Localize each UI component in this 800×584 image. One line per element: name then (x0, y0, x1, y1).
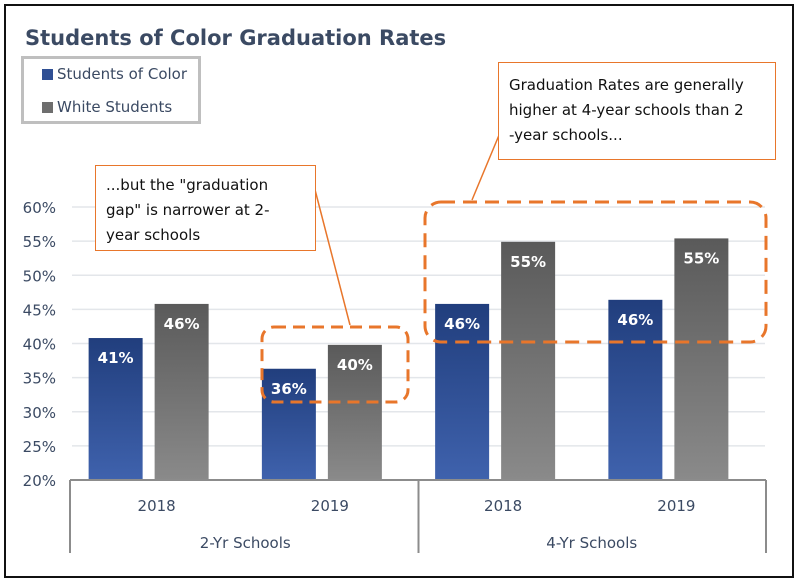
legend-item-white-students: White Students (42, 98, 172, 116)
x-tick-label: 2018 (484, 497, 522, 515)
x-tick-label: 2019 (311, 497, 349, 515)
bar-students-of-color (88, 338, 143, 480)
x-tick-label: 2018 (138, 497, 176, 515)
y-tick-label: 25% (23, 438, 56, 456)
legend-label: Students of Color (57, 65, 188, 83)
bar-white-students (327, 344, 382, 480)
data-label: 55% (510, 253, 546, 271)
bar-white-students (154, 303, 209, 480)
legend-swatch (42, 101, 53, 113)
y-tick-label: 40% (23, 336, 56, 354)
legend-swatch (42, 68, 53, 80)
x-group-label: 2-Yr Schools (200, 534, 291, 552)
y-tick-label: 20% (23, 472, 56, 490)
data-label: 46% (164, 315, 200, 333)
y-tick-label: 45% (23, 301, 56, 319)
data-label: 46% (444, 315, 480, 333)
chart-title: Students of Color Graduation Rates (25, 26, 447, 50)
highlight-box-4yr (423, 200, 768, 344)
y-tick-label: 60% (23, 199, 56, 217)
annotation-line: gap" is narrower at 2- (106, 201, 270, 219)
bar-white-students (501, 241, 556, 480)
y-tick-label: 35% (23, 370, 56, 388)
callout-leader-line (471, 127, 503, 201)
bar-students-of-color (435, 303, 490, 480)
x-tick-label: 2019 (657, 497, 695, 515)
y-tick-label: 55% (23, 233, 56, 251)
bar-students-of-color (608, 299, 663, 480)
annotation-narrower-gap: ...but the "graduation gap" is narrower … (95, 165, 316, 251)
x-group-label: 4-Yr Schools (546, 534, 637, 552)
data-label: 41% (98, 349, 134, 367)
legend-item-students-of-color: Students of Color (42, 65, 187, 83)
annotation-line: Graduation Rates are generally (509, 76, 744, 94)
y-tick-label: 50% (23, 267, 56, 285)
data-label: 36% (271, 380, 307, 398)
bar-white-students (674, 238, 729, 480)
chart-frame (4, 4, 794, 578)
highlight-box-2yr-2019 (260, 325, 410, 404)
annotation-line: -year schools... (509, 126, 623, 144)
data-label: 46% (617, 311, 653, 329)
bar-students-of-color (261, 368, 316, 480)
data-label: 55% (683, 249, 719, 267)
legend-label: White Students (57, 98, 173, 116)
annotation-line: ...but the "graduation (106, 176, 269, 194)
data-label: 40% (337, 356, 373, 374)
legend: Students of Color White Students (21, 56, 201, 124)
callout-leader-line (312, 181, 351, 326)
annotation-line: higher at 4-year schools than 2 (509, 101, 744, 119)
annotation-higher-rates: Graduation Rates are generally higher at… (498, 62, 776, 160)
y-tick-label: 30% (23, 404, 56, 422)
annotation-line: year schools (106, 226, 201, 244)
